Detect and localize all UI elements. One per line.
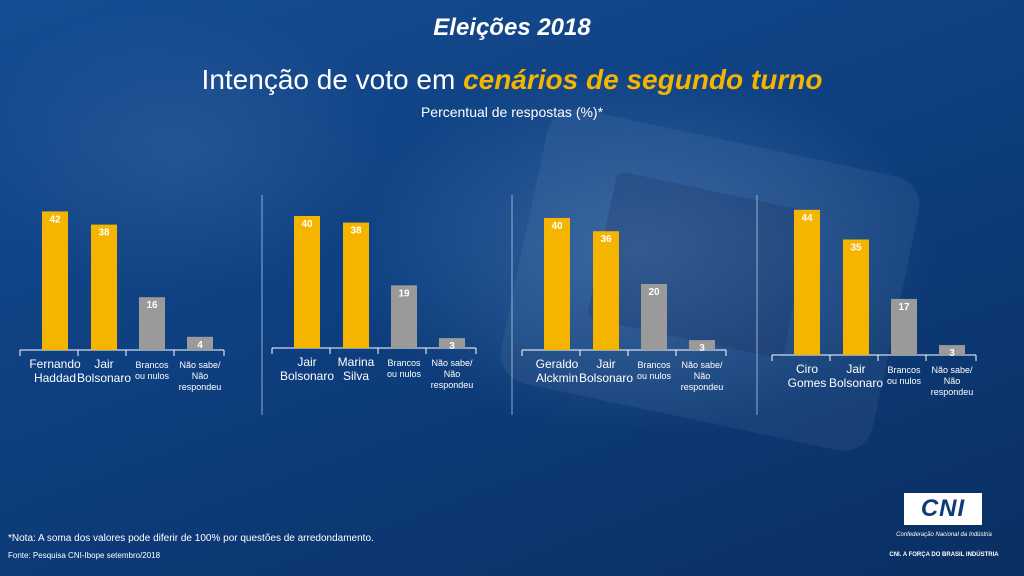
category-label-line: respondeu [179, 382, 222, 392]
bar [42, 211, 68, 350]
category-label-line: Fernando [29, 357, 81, 371]
category-label-line: Jair [846, 362, 865, 376]
data-label: 36 [600, 234, 612, 245]
category-label: Jair Bolsonaro [280, 355, 334, 383]
category-label: Brancos ou nulos [387, 358, 422, 379]
category-label-line: Brancos [387, 358, 421, 368]
data-label: 4 [197, 340, 203, 351]
category-label-line: Bolsonaro [280, 369, 334, 383]
cni-logo: CNI [904, 493, 982, 525]
category-label-line: Brancos [887, 365, 921, 375]
category-label-line: ou nulos [637, 371, 672, 381]
data-label: 38 [98, 228, 110, 239]
bar [843, 239, 869, 355]
category-label-line: Jair [297, 355, 316, 369]
data-label: 44 [801, 213, 813, 224]
category-label-line: Não sabe/ [931, 365, 973, 375]
bar [689, 340, 715, 350]
bar [939, 345, 965, 355]
category-label: Brancos ou nulos [637, 360, 672, 381]
data-label: 42 [49, 214, 61, 225]
data-label: 3 [949, 348, 955, 359]
category-label-line: respondeu [431, 380, 474, 390]
data-label: 19 [398, 288, 410, 299]
category-label: Brancos ou nulos [135, 360, 170, 381]
data-label: 3 [449, 341, 455, 352]
chart-group-4: 44 Ciro Gomes 35 Jair Bolsonaro 17 Brancos ou nu… [771, 209, 977, 397]
bar [343, 222, 369, 348]
category-label-line: Bolsonaro [829, 376, 883, 390]
category-label-line: Jair [596, 357, 615, 371]
category-label-line: Não sabe/ [431, 358, 473, 368]
category-label-line: ou nulos [387, 369, 422, 379]
category-label-line: ou nulos [135, 371, 170, 381]
bar [91, 224, 117, 350]
category-label-line: Brancos [637, 360, 671, 370]
page-title: Intenção de voto em cenários de segundo … [0, 64, 1024, 96]
category-label: Jair Bolsonaro [829, 362, 883, 390]
chart-group-2: 40 Jair Bolsonaro 38 Marina Silva 19 Brancos ou … [271, 216, 477, 390]
category-label-line: Não [192, 371, 209, 381]
category-label: Não sabe/Não respondeu [179, 360, 222, 392]
category-label: Não sabe/Não respondeu [681, 360, 724, 392]
slogan: CNI. A FORÇA DO BRASIL INDÚSTRIA [889, 552, 999, 558]
chart-group-3: 40 Geraldo Alckmin 36 Jair Bolsonaro 20 Brancos… [521, 218, 727, 392]
source-note: Fonte: Pesquisa CNI-Ibope setembro/2018 [8, 551, 161, 560]
category-label: Não sabe/Não respondeu [931, 365, 974, 397]
category-label: Jair Bolsonaro [77, 357, 131, 385]
category-label-line: ou nulos [887, 376, 922, 386]
category-label: Ciro Gomes [788, 362, 827, 390]
category-label-line: Brancos [135, 360, 169, 370]
title-accent: cenários de segundo turno [463, 64, 823, 95]
bar [439, 338, 465, 348]
bar [544, 218, 570, 350]
category-label-line: Bolsonaro [579, 371, 633, 385]
title-plain: Intenção de voto em [201, 64, 464, 95]
category-label-line: Jair [94, 357, 113, 371]
category-label-line: Não [944, 376, 961, 386]
bar [891, 298, 917, 355]
bar [794, 209, 820, 355]
category-label-line: Geraldo [536, 357, 579, 371]
category-label-line: Haddad [34, 371, 76, 385]
category-label-line: Não sabe/ [681, 360, 723, 370]
data-label: 16 [146, 300, 158, 311]
footnote: *Nota: A soma dos valores pode diferir d… [8, 533, 374, 544]
category-label-line: Não [694, 371, 711, 381]
category-label-line: respondeu [931, 387, 974, 397]
category-label-line: Não [444, 369, 461, 379]
data-label: 3 [699, 343, 705, 354]
subtitle: Percentual de respostas (%)* [420, 104, 604, 120]
bar [187, 336, 213, 350]
bar [593, 231, 619, 350]
category-label-line: respondeu [681, 382, 724, 392]
bar [641, 284, 667, 350]
category-label: Jair Bolsonaro [579, 357, 633, 385]
data-label: 35 [850, 243, 862, 254]
logo-caption: Confederação Nacional da Indústria [896, 532, 992, 538]
category-label: Brancos ou nulos [887, 365, 922, 386]
category-label-line: Bolsonaro [77, 371, 131, 385]
data-label: 38 [350, 226, 362, 237]
category-label-line: Marina [338, 355, 375, 369]
category-label: Marina Silva [338, 355, 375, 383]
data-label: 17 [898, 302, 910, 313]
category-label-line: Alckmin [536, 371, 578, 385]
category-label: Geraldo Alckmin [536, 357, 579, 385]
category-label-line: Ciro [796, 362, 818, 376]
bar [294, 216, 320, 348]
category-label-line: Não sabe/ [179, 360, 221, 370]
category-label-line: Gomes [788, 376, 827, 390]
bar [391, 285, 417, 348]
data-label: 20 [648, 287, 660, 298]
category-label: Não sabe/Não respondeu [431, 358, 474, 390]
headline: Eleições 2018 [433, 14, 591, 41]
bar [139, 297, 165, 350]
data-label: 40 [301, 219, 313, 230]
category-label-line: Silva [343, 369, 369, 383]
data-label: 40 [551, 221, 563, 232]
category-label: Fernando Haddad [29, 357, 81, 385]
chart-group-1: 42 Fernando Haddad 38 Jair Bolsonaro 16 Brancos… [19, 211, 225, 392]
